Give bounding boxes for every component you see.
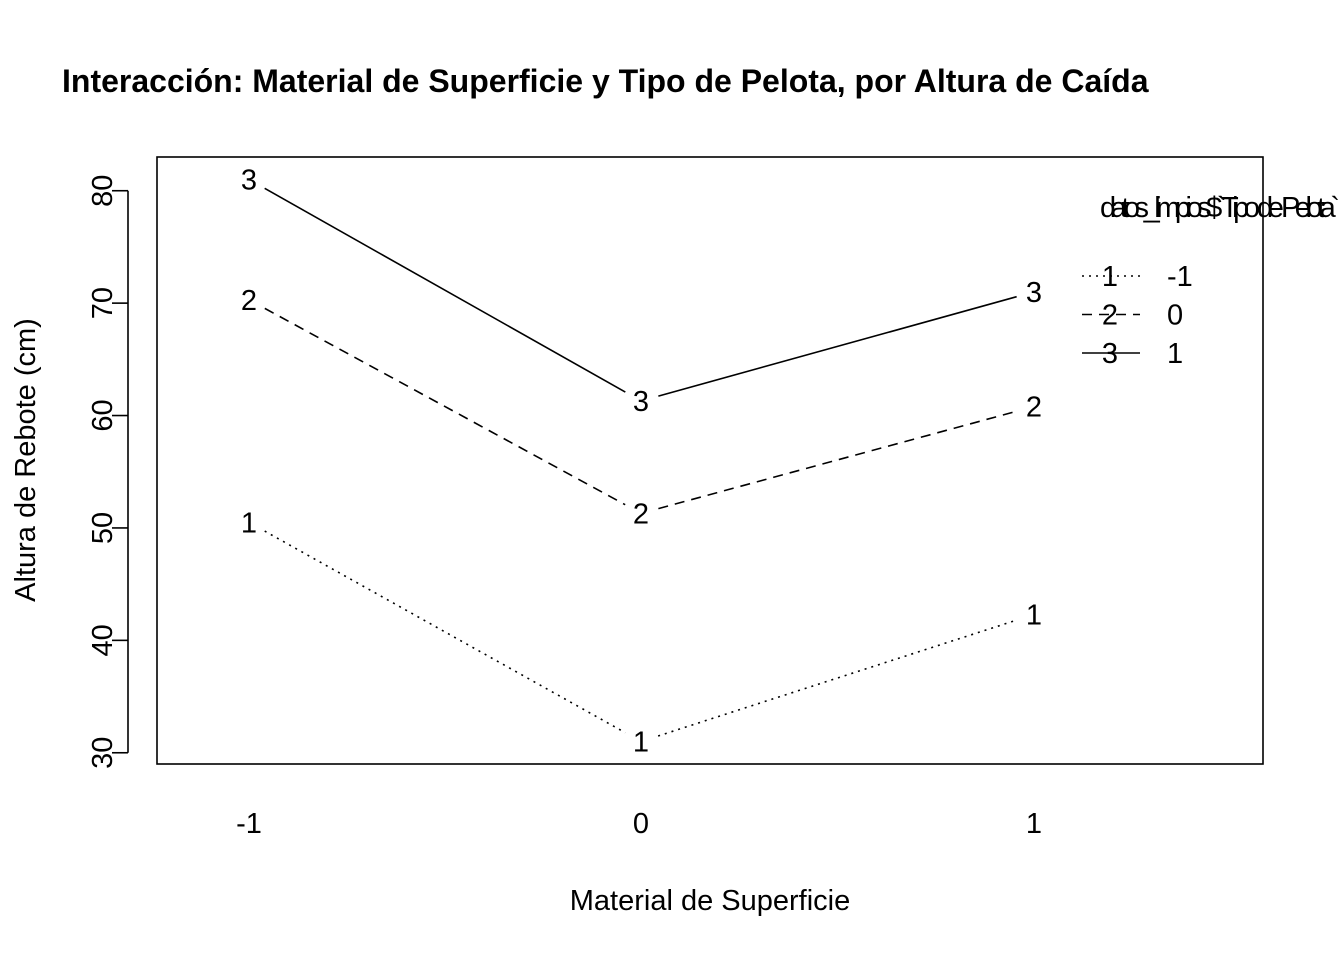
data-point-label: 1 bbox=[241, 507, 257, 539]
data-point-label: 3 bbox=[241, 164, 257, 196]
y-axis-label: Altura de Rebote (cm) bbox=[10, 318, 42, 602]
series-layer: 1 1 1 2 2 2 3 3 3 bbox=[241, 164, 1042, 758]
y-tick-label: 40 bbox=[87, 624, 119, 656]
legend-label: 1 bbox=[1167, 338, 1183, 370]
x-axis-label: Material de Superficie bbox=[570, 885, 850, 917]
series-line-segment bbox=[265, 531, 626, 733]
y-tick-label: 30 bbox=[87, 737, 119, 769]
y-tick-label: 50 bbox=[87, 512, 119, 544]
y-tick-label: 80 bbox=[87, 175, 119, 207]
data-point-label: 1 bbox=[1026, 599, 1042, 631]
x-axis: -1 0 1 bbox=[236, 808, 1042, 840]
series-line-segment bbox=[658, 297, 1016, 396]
series-line-segment bbox=[265, 188, 626, 392]
data-point-label: 3 bbox=[633, 386, 649, 418]
y-axis: 30 40 50 60 70 80 bbox=[87, 175, 128, 769]
y-tick-label: 70 bbox=[87, 287, 119, 319]
legend: datos_limpios$`Tipo de Pelota` 1 -1 2 0 3 1 bbox=[1082, 192, 1340, 370]
x-tick-label: 1 bbox=[1026, 808, 1042, 840]
x-tick-label: 0 bbox=[633, 808, 649, 840]
data-point-label: 2 bbox=[241, 285, 257, 317]
data-point-label: 1 bbox=[633, 727, 649, 759]
legend-symbol: 1 bbox=[1102, 261, 1118, 293]
x-tick-label: -1 bbox=[236, 808, 262, 840]
legend-symbol: 3 bbox=[1102, 338, 1118, 370]
chart-title: Interacción: Material de Superficie y Ti… bbox=[62, 63, 1149, 99]
legend-symbol: 2 bbox=[1102, 300, 1118, 332]
data-point-label: 3 bbox=[1026, 277, 1042, 309]
data-point-label: 2 bbox=[633, 498, 649, 530]
series-line-segment bbox=[658, 411, 1016, 508]
series-line-segment bbox=[265, 308, 625, 504]
series-line-segment bbox=[658, 620, 1017, 736]
legend-label: 0 bbox=[1167, 300, 1183, 332]
data-point-label: 2 bbox=[1026, 392, 1042, 424]
y-tick-label: 60 bbox=[87, 399, 119, 431]
plot-area-border bbox=[157, 157, 1263, 764]
legend-label: -1 bbox=[1167, 261, 1193, 293]
legend-title: datos_limpios$`Tipo de Pelota` bbox=[1100, 192, 1340, 224]
